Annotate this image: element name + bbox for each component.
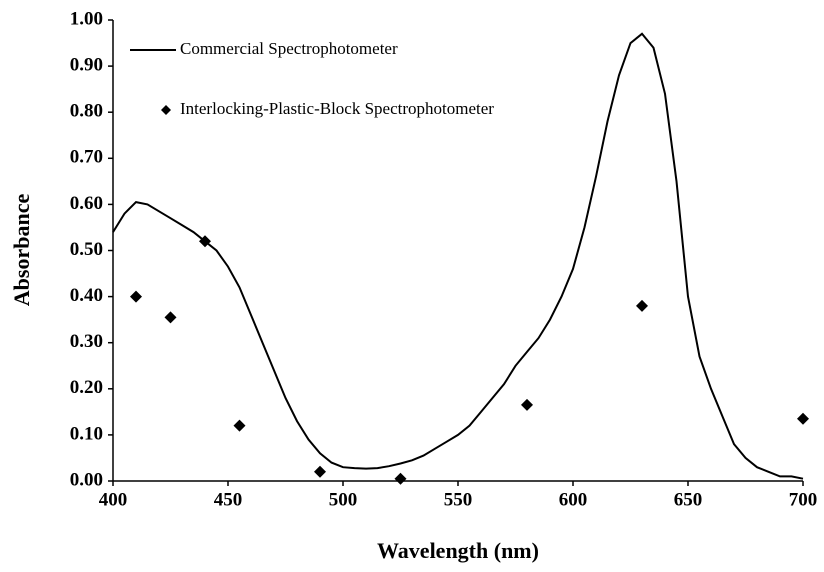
y-tick-label: 0.20: [70, 377, 103, 398]
x-tick-label: 650: [674, 489, 703, 510]
x-tick-label: 600: [559, 489, 588, 510]
legend-marker: [161, 105, 171, 115]
y-tick-label: 0.00: [70, 469, 103, 490]
y-tick-label: 0.30: [70, 331, 103, 352]
scatter-point: [164, 311, 177, 324]
x-tick-label: 450: [214, 489, 243, 510]
scatter-point: [521, 398, 533, 411]
y-tick-label: 0.80: [70, 101, 103, 122]
x-tick-label: 500: [329, 489, 358, 510]
scatter-point: [394, 472, 407, 485]
scatter-point: [314, 465, 326, 478]
y-tick-label: 0.90: [70, 54, 103, 75]
scatter-point: [130, 290, 142, 303]
scatter-point: [797, 412, 809, 425]
y-tick-label: 0.60: [70, 193, 103, 214]
legend-label: Interlocking-Plastic-Block Spectrophotom…: [180, 99, 494, 118]
x-axis-label: Wavelength (nm): [377, 538, 539, 563]
scatter-point: [636, 299, 648, 312]
y-tick-label: 0.50: [70, 239, 103, 260]
line-series: [112, 32, 804, 480]
y-tick-label: 0.10: [70, 423, 103, 444]
y-axis-label: Absorbance: [9, 194, 34, 307]
y-tick-label: 1.00: [70, 8, 103, 29]
x-tick-label: 400: [99, 489, 128, 510]
scatter-point: [199, 235, 211, 248]
y-tick-label: 0.70: [70, 147, 103, 168]
x-tick-label: 700: [789, 489, 818, 510]
x-tick-label: 550: [444, 489, 473, 510]
legend-label: Commercial Spectrophotometer: [180, 39, 398, 58]
scatter-point: [233, 419, 246, 432]
y-tick-label: 0.40: [70, 285, 103, 306]
